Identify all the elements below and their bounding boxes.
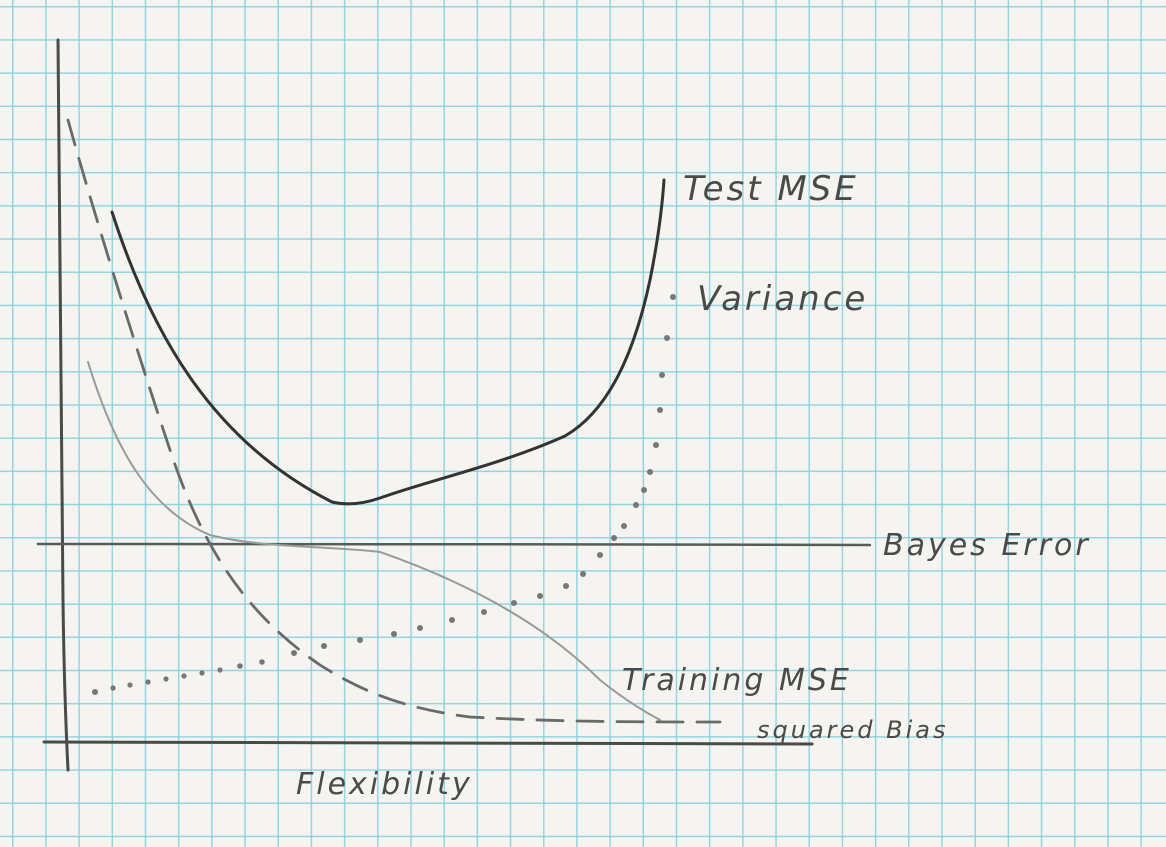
variance-curve bbox=[92, 294, 676, 695]
test-mse-label: Test MSE bbox=[683, 169, 859, 209]
test-mse-curve bbox=[110, 178, 666, 506]
y-axis bbox=[56, 38, 70, 772]
x-axis bbox=[42, 740, 814, 746]
bayes-error-label: Bayes Error bbox=[883, 528, 1091, 563]
squared-bias-label: squared Bias bbox=[757, 716, 949, 744]
variance-label: Variance bbox=[697, 279, 868, 319]
training-mse-label: Training MSE bbox=[622, 663, 852, 698]
bayes-error-line bbox=[36, 542, 872, 547]
training-mse-curve bbox=[87, 361, 661, 721]
x-axis-label: Flexibility bbox=[296, 767, 473, 802]
squared-bias-curve bbox=[66, 118, 722, 724]
